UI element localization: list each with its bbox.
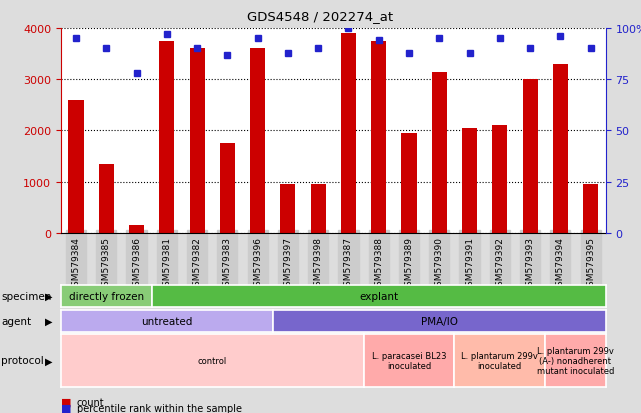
Bar (190, 49, 204, 233)
Bar (462, 128, 477, 233)
Bar (371, 42, 387, 233)
Text: specimen: specimen (1, 291, 52, 301)
Bar (159, 42, 174, 233)
Text: ▶: ▶ (45, 316, 53, 326)
Text: percentile rank within the sample: percentile rank within the sample (77, 403, 242, 413)
Bar (99, 164, 114, 233)
Text: GDS4548 / 202274_at: GDS4548 / 202274_at (247, 10, 394, 23)
Text: L. paracasei BL23
inoculated: L. paracasei BL23 inoculated (372, 351, 446, 370)
Bar (583, 185, 598, 233)
Text: L. plantarum 299v
(A-) nonadherent
mutant inoculated: L. plantarum 299v (A-) nonadherent mutan… (537, 346, 614, 375)
Text: agent: agent (1, 316, 31, 326)
Bar (431, 72, 447, 233)
Text: explant: explant (359, 291, 398, 301)
Bar (280, 185, 296, 233)
Bar (220, 144, 235, 233)
Text: control: control (197, 356, 227, 365)
Bar (492, 126, 508, 233)
Text: PMA/IO: PMA/IO (420, 316, 458, 326)
Bar (553, 65, 568, 233)
Text: ■: ■ (61, 397, 71, 407)
Text: ▶: ▶ (45, 356, 53, 366)
Text: count: count (77, 397, 104, 407)
Text: protocol: protocol (1, 356, 44, 366)
Bar (522, 80, 538, 233)
Bar (69, 100, 83, 233)
Bar (341, 34, 356, 233)
Text: ▶: ▶ (45, 291, 53, 301)
Text: ■: ■ (61, 403, 71, 413)
Text: L. plantarum 299v
inoculated: L. plantarum 299v inoculated (462, 351, 538, 370)
Bar (129, 225, 144, 233)
Bar (250, 49, 265, 233)
Text: untreated: untreated (141, 316, 192, 326)
Bar (311, 185, 326, 233)
Text: directly frozen: directly frozen (69, 291, 144, 301)
Bar (401, 134, 417, 233)
